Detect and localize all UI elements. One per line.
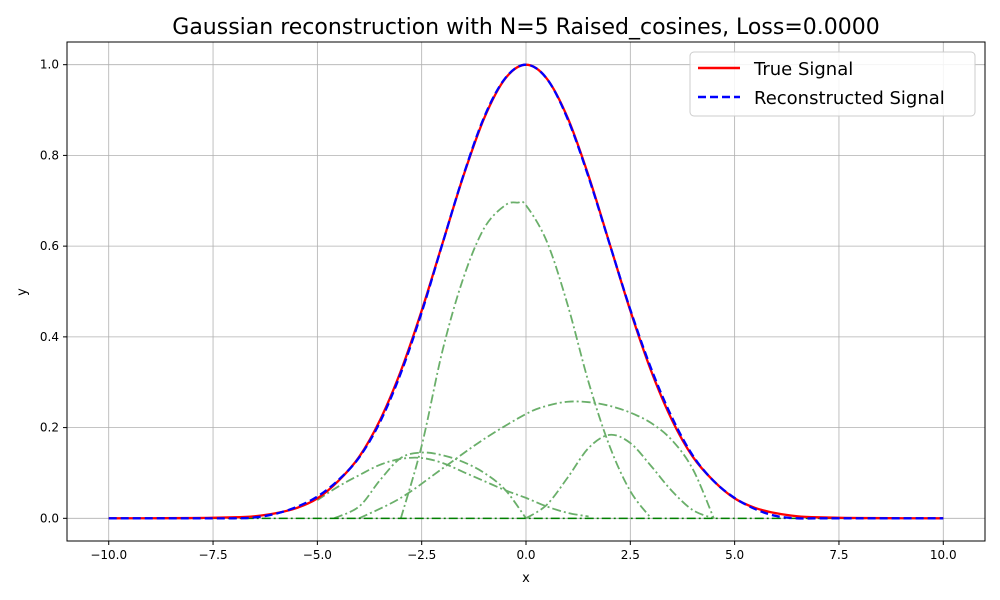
x-tick-label: 5.0 <box>725 548 744 562</box>
y-tick-label: 0.6 <box>40 239 59 253</box>
y-tick-label: 0.4 <box>40 330 59 344</box>
component-curve-5 <box>525 433 715 520</box>
legend-box <box>689 51 976 117</box>
axis-ticks: −10.0 −7.5 −5.0 −2.5 0.0 2.5 5.0 7.5 10.0 0.0 0.2 0… <box>40 58 957 562</box>
y-axis-label: y <box>15 288 30 296</box>
chart-title: Gaussian reconstruction with N=5 Raised_… <box>172 15 879 40</box>
component-curve-2 <box>333 451 527 520</box>
y-tick-label: 0.8 <box>40 148 59 162</box>
legend-label-reconstructed-signal: Reconstructed Signal <box>754 88 945 109</box>
component-curve-3 <box>399 200 652 519</box>
x-tick-label: 7.5 <box>829 548 848 562</box>
x-tick-label: −7.5 <box>198 548 227 562</box>
y-tick-label: 0.2 <box>40 421 59 435</box>
x-tick-label: −10.0 <box>90 548 127 562</box>
x-tick-label: 10.0 <box>930 548 957 562</box>
x-tick-label: −2.5 <box>407 548 436 562</box>
signal-series <box>108 63 944 520</box>
y-tick-label: 0.0 <box>40 511 59 525</box>
y-tick-label: 1.0 <box>40 58 59 72</box>
x-tick-label: 2.5 <box>621 548 640 562</box>
x-axis-label: x <box>522 571 530 586</box>
legend-label-true-signal: True Signal <box>753 59 853 80</box>
x-tick-label: 0.0 <box>516 548 535 562</box>
component-curve-4 <box>358 400 715 520</box>
x-tick-label: −5.0 <box>303 548 332 562</box>
reconstructed-signal-line <box>108 63 944 520</box>
legend: True Signal Reconstructed Signal <box>689 51 976 117</box>
